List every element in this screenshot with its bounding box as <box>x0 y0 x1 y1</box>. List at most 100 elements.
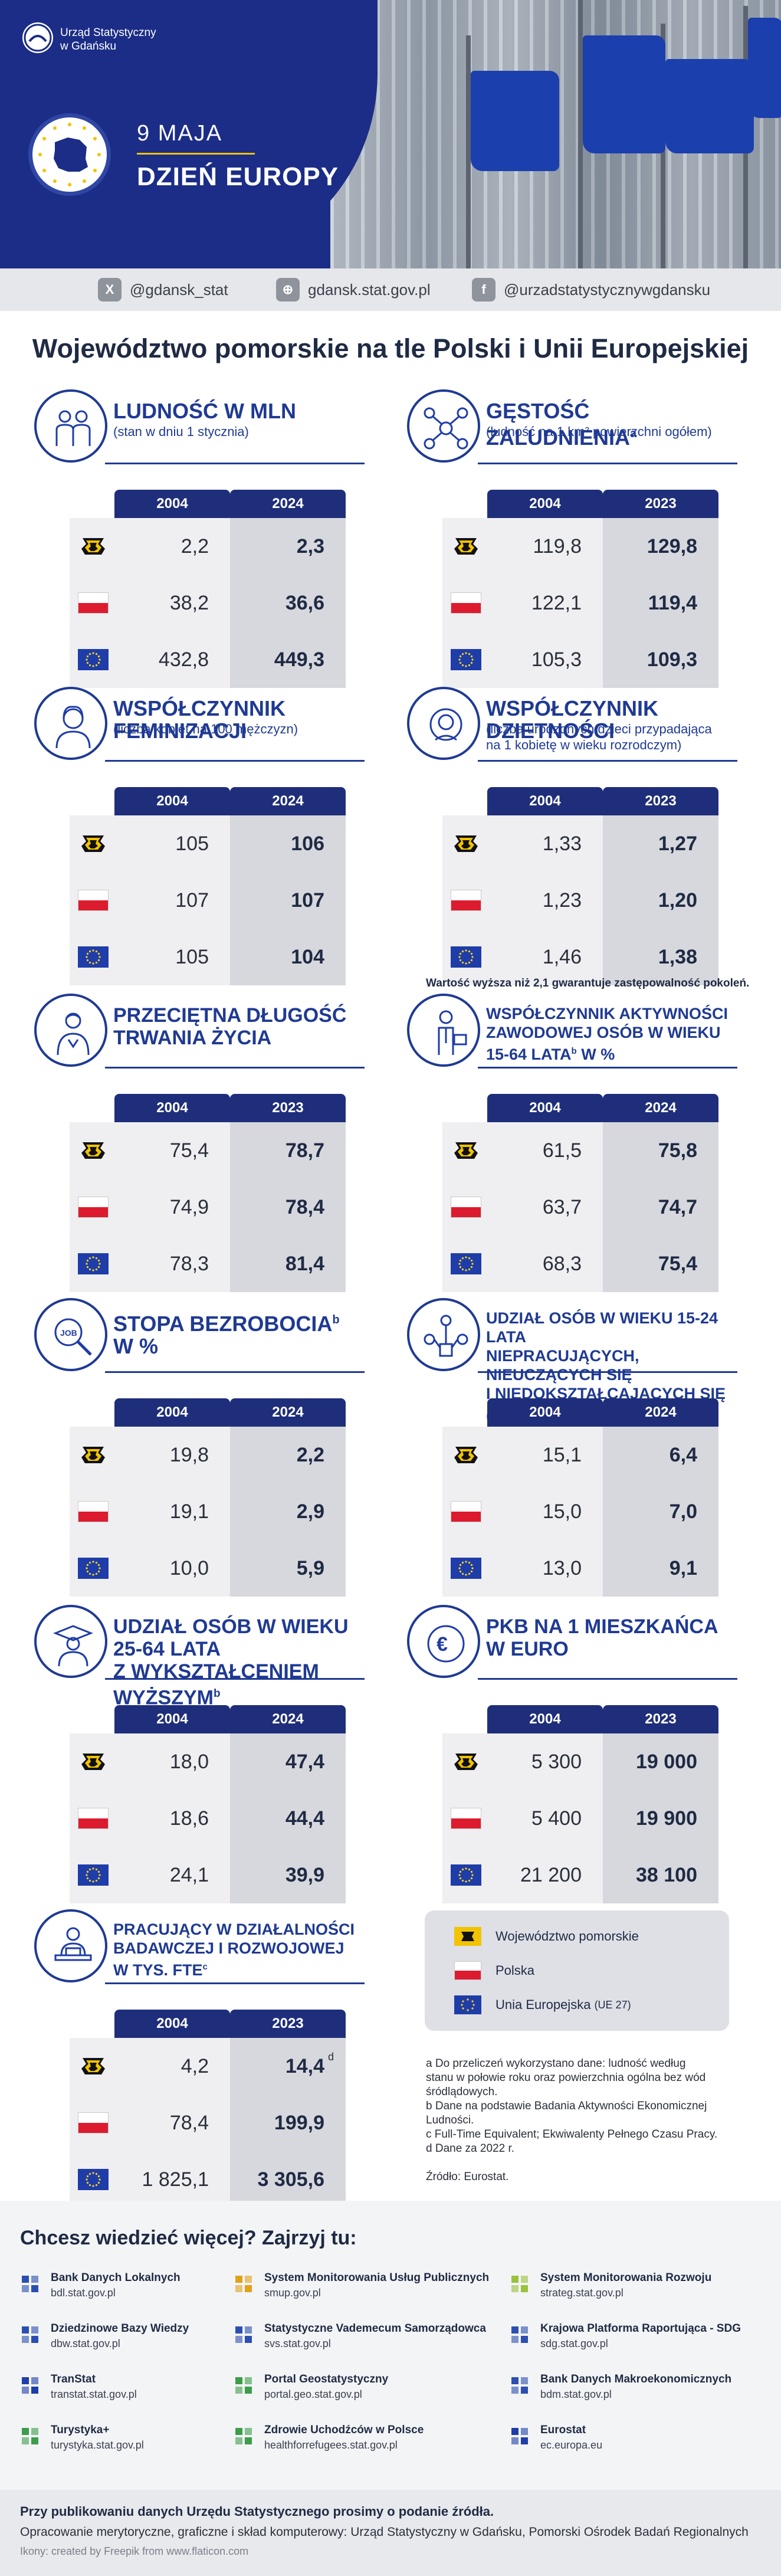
panel-table: 2004 2024 18,0 47,4 18,6 44,4 24,1 39,9 <box>70 1705 346 1903</box>
resource-link[interactable]: Statystyczne Vademecum Samorządowca svs.s… <box>234 2322 486 2360</box>
geo-icon <box>235 2377 252 2394</box>
eu-flag-icon <box>78 1864 109 1886</box>
smup-icon <box>235 2276 252 2292</box>
resource-url[interactable]: healthforrefugees.stat.gov.pl <box>264 2439 398 2451</box>
poland-eu-emblem <box>28 113 111 196</box>
resource-url[interactable]: bdl.stat.gov.pl <box>51 2287 116 2299</box>
footnote-line: śródlądowych. <box>426 2086 498 2098</box>
facebook-link[interactable]: f @urzadstatystycznywgdansku <box>472 278 710 301</box>
year-header-end: 2023 <box>230 2010 346 2038</box>
poland-flag-icon <box>451 592 481 614</box>
panel-underline <box>478 1678 737 1680</box>
health-icon <box>235 2428 252 2444</box>
panel-underline <box>105 1067 365 1069</box>
poland-flag-icon <box>78 890 109 911</box>
strateg-icon <box>511 2276 528 2292</box>
value-start: 119,8 <box>533 535 582 558</box>
value-start: 68,3 <box>542 1253 582 1275</box>
resource-url[interactable]: transtat.stat.gov.pl <box>51 2388 137 2400</box>
bdm-icon <box>511 2377 528 2394</box>
table-row-ue: 432,8 449,3 <box>70 631 346 688</box>
resource-link[interactable]: Dziedzinowe Bazy Wiedzy dbw.stat.gov.pl <box>20 2322 268 2360</box>
value-start: 19,1 <box>169 1500 209 1523</box>
value-start: 18,0 <box>169 1751 209 1773</box>
panel-title: STOPA BEZROBOCIAb W % <box>113 1309 365 1358</box>
title-footnote-marker: a <box>629 427 637 440</box>
resource-url[interactable]: strateg.stat.gov.pl <box>540 2287 624 2299</box>
year-header-start: 2004 <box>114 2010 230 2038</box>
svs-icon <box>235 2326 252 2343</box>
value-end: 14,4 <box>285 2055 324 2077</box>
value-start: 15,1 <box>542 1444 582 1466</box>
pomorskie-flag-icon <box>81 1754 105 1770</box>
resource-link[interactable]: System Monitorowania Usług Publicznych sm… <box>234 2272 489 2309</box>
resource-link[interactable]: Eurostat ec.europa.eu <box>510 2424 757 2462</box>
resource-link[interactable]: Krajowa Platforma Raportująca - SDG sdg.s… <box>510 2322 757 2360</box>
x-icon: X <box>98 278 122 301</box>
value-end: 81,4 <box>285 1253 324 1275</box>
value-end: 104 <box>291 946 324 968</box>
resource-link[interactable]: Zdrowie Uchodźców w Polsce healthforrefug… <box>234 2424 481 2462</box>
resource-url[interactable]: turystyka.stat.gov.pl <box>51 2439 144 2451</box>
panel-title-line: UDZIAŁ OSÓB W WIEKU 25-64 LATA <box>113 1615 349 1660</box>
title-footnote-marker: b <box>571 1046 577 1056</box>
gus-logo <box>22 22 53 53</box>
main-title: Województwo pomorskie na tle Polski i Un… <box>32 333 749 363</box>
panel-title-line: STOPA BEZROBOCIAb W % <box>113 1312 340 1358</box>
resource-url[interactable]: portal.geo.stat.gov.pl <box>264 2388 362 2400</box>
indicator-panel: UDZIAŁ OSÓB W WIEKU 25-64 LATA Z WYKSZTAŁ… <box>34 1605 365 1906</box>
resource-link[interactable]: TranStat transtat.stat.gov.pl <box>20 2373 268 2411</box>
value-start: 10,0 <box>169 1557 209 1579</box>
table-row-polska: 15,0 7,0 <box>442 1483 718 1540</box>
value-end: 119,4 <box>648 592 697 614</box>
panel-title-line: BADAWCZEJ I ROZWOJOWEJ <box>113 1939 344 1957</box>
resource-url[interactable]: sdg.stat.gov.pl <box>540 2338 608 2349</box>
panel-title-line: W TYS. FTEc <box>113 1961 208 1979</box>
eu-flag-icon <box>78 649 109 670</box>
eu-flag-icon <box>78 1253 109 1274</box>
resource-link[interactable]: Turystyka+ turystyka.stat.gov.pl <box>20 2424 268 2462</box>
indicator-panel: LUDNOŚĆ W MLN (stan w dniu 1 stycznia) 200… <box>34 389 365 690</box>
value-start: 105 <box>175 946 209 968</box>
indicator-panel: WSPÓŁCZYNNIK DZIETNOŚCI (liczba urodzonyc… <box>407 687 737 988</box>
value-start: 63,7 <box>542 1196 582 1218</box>
resource-url[interactable]: smup.gov.pl <box>264 2287 321 2299</box>
panel-icon <box>407 389 480 463</box>
panel-table: 2004 2024 105 106 107 107 105 104 <box>70 787 346 985</box>
pomorskie-flag-icon <box>81 2058 105 2074</box>
resource-link[interactable]: Bank Danych Lokalnych bdl.stat.gov.pl <box>20 2272 268 2309</box>
panel-icon <box>34 994 107 1067</box>
poland-flag-icon <box>78 1197 109 1218</box>
twitter-link[interactable]: X @gdansk_stat <box>98 278 228 301</box>
footnote-line: c Full-Time Equivalent; Ekwiwalenty Pełn… <box>426 2128 718 2141</box>
panel-title-line: PRACUJĄCY W DZIAŁALNOŚCI <box>113 1920 355 1938</box>
value-start: 2,2 <box>181 535 209 558</box>
value-start: 1,33 <box>542 833 582 855</box>
panel-subtitle: (liczba kobiet na 100 mężczyzn) <box>113 722 298 736</box>
resource-url[interactable]: bdm.stat.gov.pl <box>540 2388 612 2400</box>
year-header-end: 2024 <box>603 1094 718 1122</box>
value-end: 47,4 <box>285 1751 324 1773</box>
resource-link[interactable]: Bank Danych Makroekonomicznych bdm.stat.g… <box>510 2373 757 2411</box>
resource-link[interactable]: Portal Geostatystyczny portal.geo.stat.go… <box>234 2373 481 2411</box>
year-header-start: 2004 <box>487 1094 603 1122</box>
institution-name: Urząd Statystyczny w Gdańsku <box>60 27 156 53</box>
value-end: 75,8 <box>658 1139 697 1162</box>
indicator-panel: WSPÓŁCZYNNIK AKTYWNOŚCI ZAWODOWEJ OSÓB W … <box>407 994 737 1294</box>
table-row-ue: 1 825,1 3 305,6 <box>70 2151 346 2208</box>
panel-underline <box>478 1067 737 1069</box>
resource-url[interactable]: svs.stat.gov.pl <box>264 2338 331 2349</box>
indicator-panel: UDZIAŁ OSÓB W WIEKU 15-24 LATA NIEPRACUJĄ… <box>407 1298 737 1599</box>
table-row-ue: 13,0 9,1 <box>442 1540 718 1597</box>
value-start: 74,9 <box>169 1196 209 1218</box>
panel-title-line: TRWANIA ŻYCIA <box>113 1027 272 1049</box>
resource-link[interactable]: System Monitorowania Rozwoju strateg.stat… <box>510 2272 757 2309</box>
title-unit: W % <box>581 1046 615 1063</box>
graduate-icon <box>52 1625 94 1667</box>
resource-url[interactable]: dbw.stat.gov.pl <box>51 2338 120 2349</box>
panel-title: WSPÓŁCZYNNIK DZIETNOŚCI <box>486 697 737 742</box>
value-start: 1,46 <box>542 946 582 968</box>
worker-icon <box>438 1010 467 1055</box>
website-link[interactable]: ⊕ gdansk.stat.gov.pl <box>276 278 431 301</box>
resource-url[interactable]: ec.europa.eu <box>540 2439 603 2451</box>
